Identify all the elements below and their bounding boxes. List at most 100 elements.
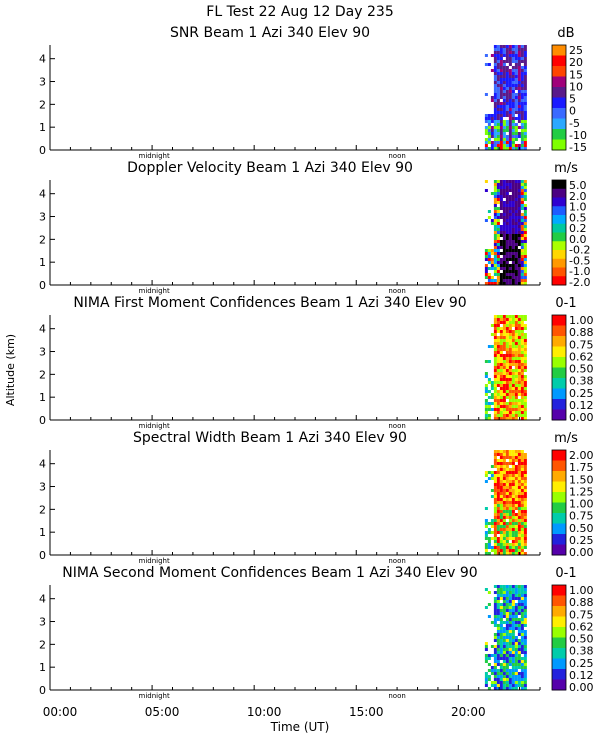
heatmap-cell: [505, 597, 509, 600]
heatmap-cell: [505, 549, 509, 552]
heatmap-cell: [523, 66, 527, 69]
heatmap-cell: [496, 246, 500, 249]
heatmap-cell: [514, 588, 518, 591]
heatmap-cell: [520, 648, 524, 651]
heatmap-cell: [514, 276, 518, 279]
heatmap-cell: [499, 96, 503, 99]
heatmap-cell: [502, 549, 506, 552]
heatmap-cell: [505, 588, 509, 591]
heatmap-cell: [508, 267, 512, 270]
heatmap-cell: [505, 69, 509, 72]
heatmap-cell: [490, 120, 494, 123]
heatmap-cell: [511, 474, 515, 477]
colorbar-unit: m/s: [554, 161, 578, 176]
heatmap-cell: [490, 144, 494, 147]
heatmap-cell: [523, 480, 527, 483]
heatmap-cell: [505, 657, 509, 660]
heatmap-cell: [508, 522, 512, 525]
y-tick-label: 2: [39, 503, 46, 516]
heatmap-cell: [502, 279, 506, 282]
heatmap-cell: [508, 75, 512, 78]
heatmap-cell: [496, 507, 500, 510]
heatmap-cell: [505, 627, 509, 630]
heatmap-cell: [514, 222, 518, 225]
heatmap-cell: [490, 384, 494, 387]
heatmap-cell: [499, 90, 503, 93]
heatmap-cell: [511, 645, 515, 648]
heatmap-cell: [517, 48, 521, 51]
heatmap-cell: [511, 87, 515, 90]
heatmap-cell: [493, 96, 497, 99]
heatmap-cell: [499, 489, 503, 492]
heatmap-cell: [523, 585, 527, 588]
heatmap-cell: [499, 126, 503, 129]
heatmap-cell: [520, 102, 524, 105]
heatmap-cell: [496, 240, 500, 243]
heatmap-cell: [517, 501, 521, 504]
heatmap-cell: [493, 213, 497, 216]
panel-title: SNR Beam 1 Azi 340 Elev 90: [170, 25, 370, 41]
heatmap-cell: [511, 669, 515, 672]
colorbar-label: 0.38: [569, 645, 594, 658]
heatmap-cell: [511, 387, 515, 390]
heatmap-cell: [508, 411, 512, 414]
colorbar-swatch: [552, 471, 566, 482]
heatmap-cell: [505, 318, 509, 321]
heatmap-cell: [484, 132, 488, 135]
heatmap-cell: [502, 636, 506, 639]
heatmap-cell: [493, 186, 497, 189]
heatmap-cell: [517, 645, 521, 648]
heatmap-cell: [496, 537, 500, 540]
heatmap-cell: [499, 201, 503, 204]
heatmap-cell: [502, 219, 506, 222]
heatmap-cell: [490, 147, 494, 150]
heatmap-cell: [523, 351, 527, 354]
heatmap-cell: [511, 57, 515, 60]
heatmap-cell: [514, 327, 518, 330]
heatmap-cell: [496, 345, 500, 348]
heatmap-cell: [484, 264, 488, 267]
heatmap-cell: [511, 465, 515, 468]
heatmap-cell: [502, 504, 506, 507]
heatmap-cell: [523, 258, 527, 261]
heatmap-cell: [511, 252, 515, 255]
heatmap-cell: [511, 639, 515, 642]
heatmap-cell: [499, 450, 503, 453]
heatmap-cell: [502, 495, 506, 498]
heatmap-cell: [520, 108, 524, 111]
heatmap-cell: [502, 501, 506, 504]
heatmap-cell: [484, 144, 488, 147]
heatmap-cell: [505, 636, 509, 639]
heatmap-cell: [496, 264, 500, 267]
heatmap-cell: [484, 138, 488, 141]
heatmap-cell: [496, 417, 500, 420]
heatmap-cell: [514, 480, 518, 483]
heatmap-cell: [493, 84, 497, 87]
heatmap-cell: [520, 273, 524, 276]
heatmap-cell: [514, 207, 518, 210]
heatmap-cell: [505, 552, 509, 555]
heatmap-cell: [499, 483, 503, 486]
heatmap-cell: [499, 279, 503, 282]
heatmap-cell: [523, 378, 527, 381]
heatmap-cell: [508, 117, 512, 120]
heatmap-cell: [493, 204, 497, 207]
x-tick-label: 05:00: [145, 705, 180, 719]
heatmap-cell: [505, 531, 509, 534]
heatmap-cell: [502, 99, 506, 102]
heatmap-cell: [496, 597, 500, 600]
x-tick-label: 00:00: [43, 705, 78, 719]
heatmap-cell: [496, 348, 500, 351]
heatmap-cell: [508, 255, 512, 258]
heatmap-cell: [523, 87, 527, 90]
heatmap-cell: [499, 129, 503, 132]
heatmap-cell: [505, 267, 509, 270]
heatmap-cell: [523, 189, 527, 192]
heatmap-cell: [505, 213, 509, 216]
heatmap-cell: [514, 660, 518, 663]
heatmap-cell: [496, 267, 500, 270]
heatmap-cell: [520, 342, 524, 345]
heatmap-cell: [508, 111, 512, 114]
heatmap-cell: [502, 591, 506, 594]
heatmap-cell: [523, 414, 527, 417]
